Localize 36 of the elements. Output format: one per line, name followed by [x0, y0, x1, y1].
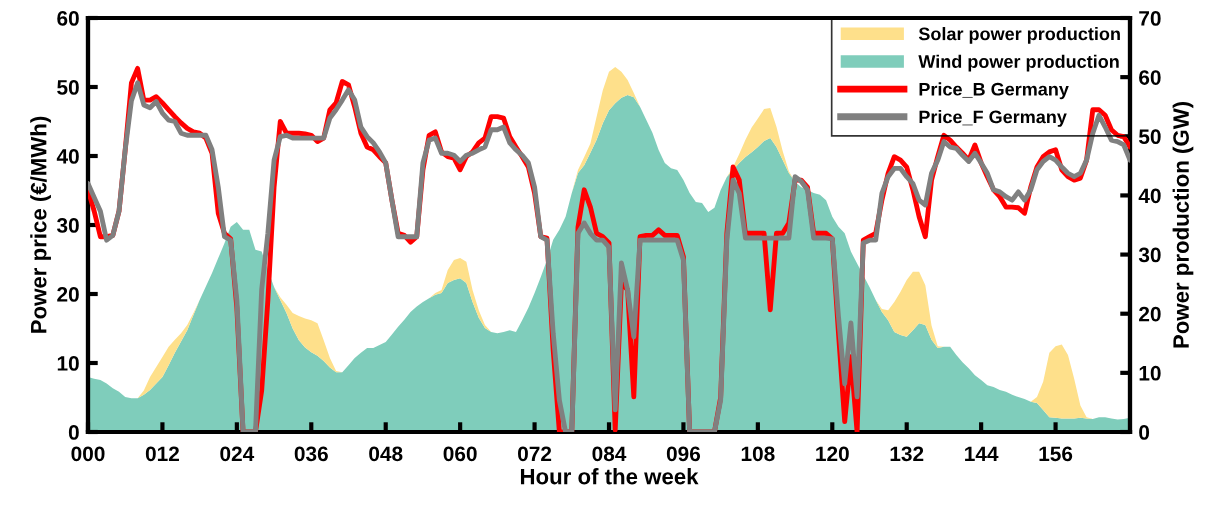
x-tick-label: 012: [145, 446, 179, 462]
y-tick-label: 40: [56, 149, 79, 164]
x-tick-label: 096: [666, 446, 701, 462]
legend-label: Price_F Germany: [919, 110, 1067, 127]
y-tick-label: 50: [57, 80, 79, 95]
y-tick-label: 20: [57, 287, 79, 302]
y-tick-label: 30: [56, 218, 79, 233]
x-tick-label: 132: [890, 446, 924, 462]
legend-label: Wind power production: [918, 54, 1119, 72]
y2-axis-title: Power production (GW): [1172, 102, 1194, 348]
y2-tick-label: 60: [1139, 70, 1161, 85]
y2-tick-label: 40: [1138, 188, 1161, 204]
x-tick-label: 108: [741, 446, 775, 462]
y-tick-label: 10: [57, 356, 79, 371]
y-tick-label: 60: [57, 11, 79, 26]
x-tick-label: 036: [294, 446, 328, 462]
y2-tick-label: 10: [1139, 365, 1161, 381]
y2-tick-label: 0: [1139, 425, 1150, 440]
x-tick-label: 120: [816, 446, 849, 462]
x-axis-title: Hour of the week: [520, 468, 699, 485]
y2-tick-label: 30: [1138, 247, 1161, 263]
x-tick-label: 084: [592, 446, 627, 462]
x-tick-label: 144: [965, 446, 999, 461]
x-tick-label: 000: [71, 446, 105, 462]
y2-tick-label: 20: [1139, 306, 1161, 322]
y2-tick-label: 70: [1139, 11, 1161, 26]
x-tick-label: 060: [443, 446, 477, 462]
x-tick-label: 072: [518, 446, 552, 462]
y-tick-label: 0: [68, 425, 79, 440]
legend-label: Solar power production: [918, 27, 1120, 44]
x-tick-label: 048: [369, 446, 403, 462]
y2-tick-label: 50: [1138, 129, 1161, 145]
x-tick-label: 156: [1039, 446, 1073, 462]
y-axis-title: Power price (€/MWh): [30, 116, 51, 333]
legend-label: Price_B Germany: [919, 82, 1069, 100]
x-tick-label: 024: [220, 446, 255, 462]
